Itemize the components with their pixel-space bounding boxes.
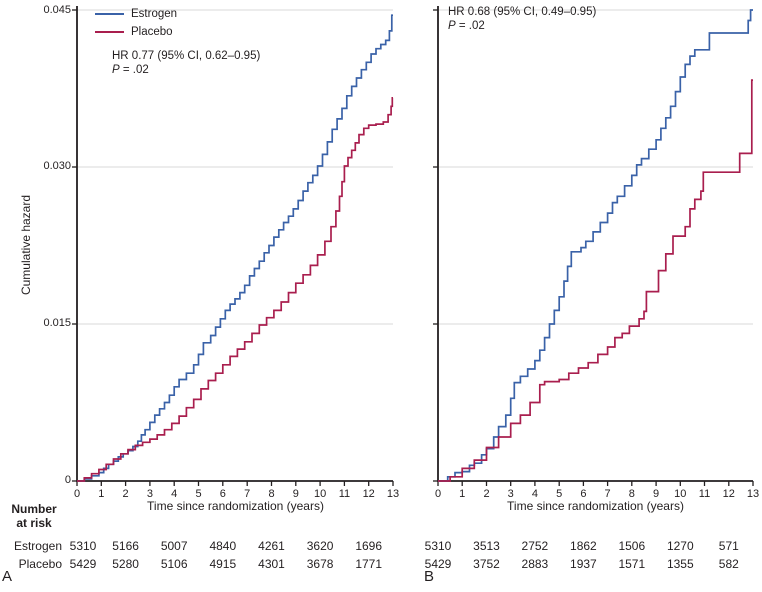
y-tick-label: 0.015 xyxy=(43,317,71,329)
x-tick-label-b: 10 xyxy=(674,488,686,500)
risk-header-line1: Number xyxy=(11,502,57,516)
curve-estrogen-b xyxy=(438,9,753,482)
x-tick-label-b: 1 xyxy=(459,488,465,500)
x-tick-label-b: 13 xyxy=(747,488,759,500)
x-tick-label-b: 6 xyxy=(580,488,586,500)
x-tick-label-a: 6 xyxy=(220,488,226,500)
x-tick-label-a: 12 xyxy=(363,488,375,500)
x-tick-label-b: 11 xyxy=(699,488,710,500)
hr-annotation-panel-b: HR 0.68 (95% CI, 0.49–0.95) P = .02 xyxy=(448,5,596,33)
x-tick-label-a: 9 xyxy=(293,488,299,500)
legend: Estrogen Placebo xyxy=(95,5,177,41)
x-axis-title-b: Time since randomization (years) xyxy=(507,499,684,513)
axis-panel-a xyxy=(76,6,393,482)
x-tick-label-a: 13 xyxy=(387,488,399,500)
x-tick-label-b: 8 xyxy=(629,488,635,500)
y-tick-label: 0 xyxy=(64,474,71,486)
y-axis-title: Cumulative hazard xyxy=(19,194,33,296)
hr-text-b: HR 0.68 (95% CI, 0.49–0.95) xyxy=(448,6,597,18)
curve-placebo-b xyxy=(438,79,753,482)
x-tick-label-b: 7 xyxy=(605,488,611,500)
hr-annotation-panel-a: HR 0.77 (95% CI, 0.62–0.95) P = .02 xyxy=(112,49,260,77)
panel-label-b: B xyxy=(424,568,435,585)
x-tick-label-a: 2 xyxy=(123,488,129,500)
legend-label-placebo: Placebo xyxy=(131,26,173,38)
panel-label-a: A xyxy=(2,568,13,585)
y-tick-label: 0.045 xyxy=(43,4,71,16)
number-at-risk-header: Number at risk xyxy=(6,502,62,530)
placebo-line-swatch xyxy=(95,31,124,33)
x-axis-title-a: Time since randomization (years) xyxy=(147,499,324,513)
legend-item-placebo: Placebo xyxy=(95,23,177,41)
x-tick-label-a: 5 xyxy=(195,488,201,500)
x-tick-label-a: 8 xyxy=(268,488,274,500)
x-tick-label-a: 11 xyxy=(339,488,350,500)
x-tick-label-a: 4 xyxy=(171,488,177,500)
y-tick-label: 0.030 xyxy=(43,160,71,172)
axis-panel-b xyxy=(437,6,753,482)
x-tick-label-b: 3 xyxy=(508,488,514,500)
x-tick-label-a: 10 xyxy=(314,488,326,500)
risk-header-line2: at risk xyxy=(16,516,52,530)
x-tick-label-b: 0 xyxy=(435,488,441,500)
x-tick-label-a: 0 xyxy=(74,488,80,500)
p-value-a: P = .02 xyxy=(112,64,149,76)
p-value-b: P = .02 xyxy=(448,20,485,32)
curve-placebo-a xyxy=(77,97,394,482)
curve-estrogen-a xyxy=(77,14,393,482)
legend-item-estrogen: Estrogen xyxy=(95,5,177,23)
risk-row-label-placebo: Placebo xyxy=(18,557,62,571)
x-tick-label-b: 2 xyxy=(483,488,489,500)
x-tick-label-a: 3 xyxy=(147,488,153,500)
x-tick-label-a: 7 xyxy=(244,488,250,500)
x-tick-label-b: 5 xyxy=(556,488,562,500)
x-tick-label-a: 1 xyxy=(98,488,104,500)
hr-text-a: HR 0.77 (95% CI, 0.62–0.95) xyxy=(112,50,261,62)
x-tick-label-b: 9 xyxy=(653,488,659,500)
x-tick-label-b: 4 xyxy=(532,488,538,500)
legend-label-estrogen: Estrogen xyxy=(131,8,178,20)
x-tick-label-b: 12 xyxy=(723,488,735,500)
estrogen-line-swatch xyxy=(95,13,124,15)
risk-row-label-estrogen: Estrogen xyxy=(13,539,62,553)
